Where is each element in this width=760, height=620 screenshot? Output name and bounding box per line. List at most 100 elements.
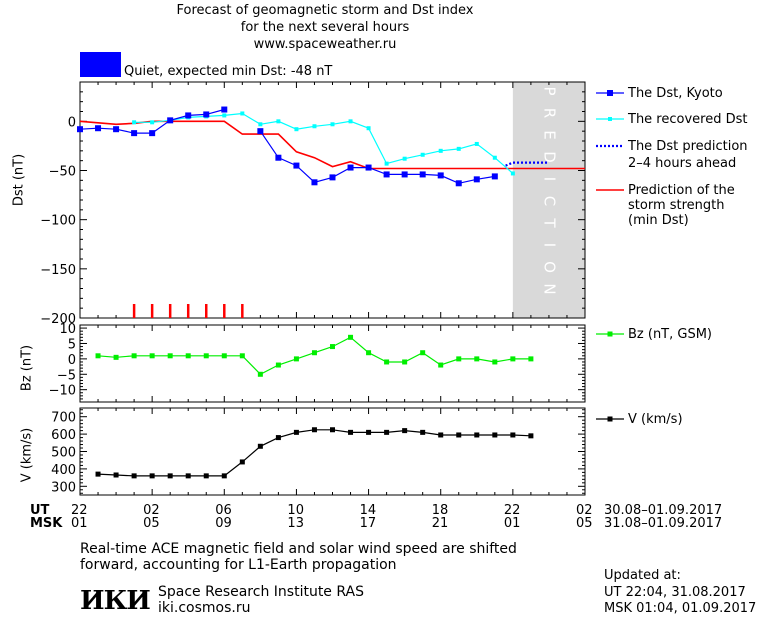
bz-point xyxy=(330,344,335,350)
v-panel-frame xyxy=(79,407,586,496)
updated-label: Updated at: xyxy=(604,568,681,583)
bz-point xyxy=(474,356,480,362)
v-point xyxy=(185,473,191,479)
ut-tick-label: 06 xyxy=(215,503,232,518)
kyoto-dst-point xyxy=(203,111,210,118)
storm-strength-line xyxy=(79,120,585,170)
v-point xyxy=(257,443,263,449)
msk-tick-label: 13 xyxy=(287,516,304,531)
recovered-dst-point xyxy=(348,119,353,124)
dst-y-tick-label: −100 xyxy=(40,214,76,229)
dst-y-tick-label: −150 xyxy=(40,263,76,278)
dst-y-tick-label: −200 xyxy=(40,312,76,327)
kyoto-dst-point xyxy=(149,130,156,137)
legend-dst-prediction-2: 2–4 hours ahead xyxy=(628,156,737,171)
v-point xyxy=(402,428,408,434)
bz-point xyxy=(221,353,227,359)
msk-tick-label: 21 xyxy=(431,516,449,531)
dst-y-tick-label: 0 xyxy=(68,115,76,130)
v-y-tick-label: 700 xyxy=(51,411,76,426)
chart-title-line-1: Forecast of geomagnetic storm and Dst in… xyxy=(176,3,474,18)
bz-y-tick-label: −5 xyxy=(57,368,76,383)
prediction-letter: D xyxy=(540,151,558,165)
bz-point xyxy=(149,353,155,359)
recovered-dst-point xyxy=(312,124,317,129)
prediction-letter: T xyxy=(540,217,558,229)
v-point xyxy=(528,433,534,439)
bz-point xyxy=(510,356,516,362)
updated-msk: MSK 01:04, 01.09.2017 xyxy=(604,601,757,616)
v-point xyxy=(330,427,335,433)
kyoto-dst-point xyxy=(329,174,336,181)
recovered-dst-point xyxy=(150,120,155,125)
updated-ut: UT 22:04, 31.08.2017 xyxy=(604,585,746,600)
ut-date-range: 30.08–01.09.2017 xyxy=(604,503,723,518)
kyoto-dst-point xyxy=(113,126,120,133)
v-line xyxy=(97,429,531,477)
v-point xyxy=(311,427,317,433)
recovered-dst-point xyxy=(240,111,245,116)
recovered-dst-point xyxy=(492,155,497,160)
v-point xyxy=(113,472,119,478)
bz-point xyxy=(113,354,119,360)
recovered-dst-point xyxy=(294,127,299,132)
msk-tick-label: 05 xyxy=(143,516,160,531)
v-y-axis-label: V (km/s) xyxy=(19,427,35,483)
recovered-dst-point xyxy=(438,148,443,153)
kyoto-dst-point xyxy=(77,126,83,133)
legend-storm-3: (min Dst) xyxy=(628,213,689,228)
ut-tick-label: 14 xyxy=(359,503,377,518)
kyoto-dst-point xyxy=(473,176,480,183)
recovered-dst-point xyxy=(510,171,515,176)
recovered-dst-line xyxy=(134,112,514,174)
v-y-tick-label: 600 xyxy=(51,428,76,443)
bz-point xyxy=(456,356,462,362)
kyoto-dst-point xyxy=(293,162,300,169)
kyoto-dst-point xyxy=(347,164,354,171)
prediction-letter: I xyxy=(540,177,558,183)
v-point xyxy=(348,429,354,435)
bz-point xyxy=(167,353,173,359)
prediction-letter: R xyxy=(540,108,558,120)
bz-point xyxy=(311,350,317,356)
v-point xyxy=(366,429,372,435)
bz-point xyxy=(438,362,444,368)
bz-point xyxy=(293,356,299,362)
v-point xyxy=(293,429,299,435)
bz-point xyxy=(384,359,390,365)
legend-v-marker xyxy=(607,416,613,422)
kyoto-dst-point xyxy=(95,125,102,132)
bz-point xyxy=(131,353,137,359)
v-point xyxy=(438,432,444,438)
v-point xyxy=(474,432,480,438)
legend-dst-prediction-1: The Dst prediction xyxy=(628,139,748,154)
ut-tick-label: 22 xyxy=(503,503,521,518)
bz-point xyxy=(402,359,408,365)
dst-panel-frame xyxy=(79,81,586,319)
bz-point xyxy=(95,353,101,359)
legend-recovered-marker xyxy=(608,117,612,121)
msk-tick-label: 05 xyxy=(576,516,593,531)
ut-tick-label: 10 xyxy=(287,503,304,518)
legend-dst-recovered: The recovered Dst xyxy=(628,112,748,127)
kyoto-dst-point xyxy=(131,130,138,137)
v-point xyxy=(275,435,281,441)
footer-note-line-1: Real-time ACE magnetic field and solar w… xyxy=(80,541,517,557)
msk-tick-label: 17 xyxy=(359,516,377,531)
kyoto-dst-point xyxy=(491,173,498,180)
bz-y-tick-label: 0 xyxy=(68,353,76,368)
v-point xyxy=(95,471,101,477)
ut-tick-label: 18 xyxy=(431,503,449,518)
recovered-dst-point xyxy=(276,119,281,124)
status-text: Quiet, expected min Dst: -48 nT xyxy=(124,64,333,79)
recovered-dst-point xyxy=(222,113,227,118)
chart-title-url: www.spaceweather.ru xyxy=(253,37,397,52)
ut-tick-label: 02 xyxy=(576,503,593,518)
v-point xyxy=(492,432,498,438)
prediction-letter: E xyxy=(540,130,558,141)
v-y-tick-label: 400 xyxy=(51,463,76,478)
recovered-dst-point xyxy=(402,156,407,161)
institute-site[interactable]: iki.cosmos.ru xyxy=(158,600,251,616)
iki-logo: ИКИ xyxy=(80,586,151,616)
